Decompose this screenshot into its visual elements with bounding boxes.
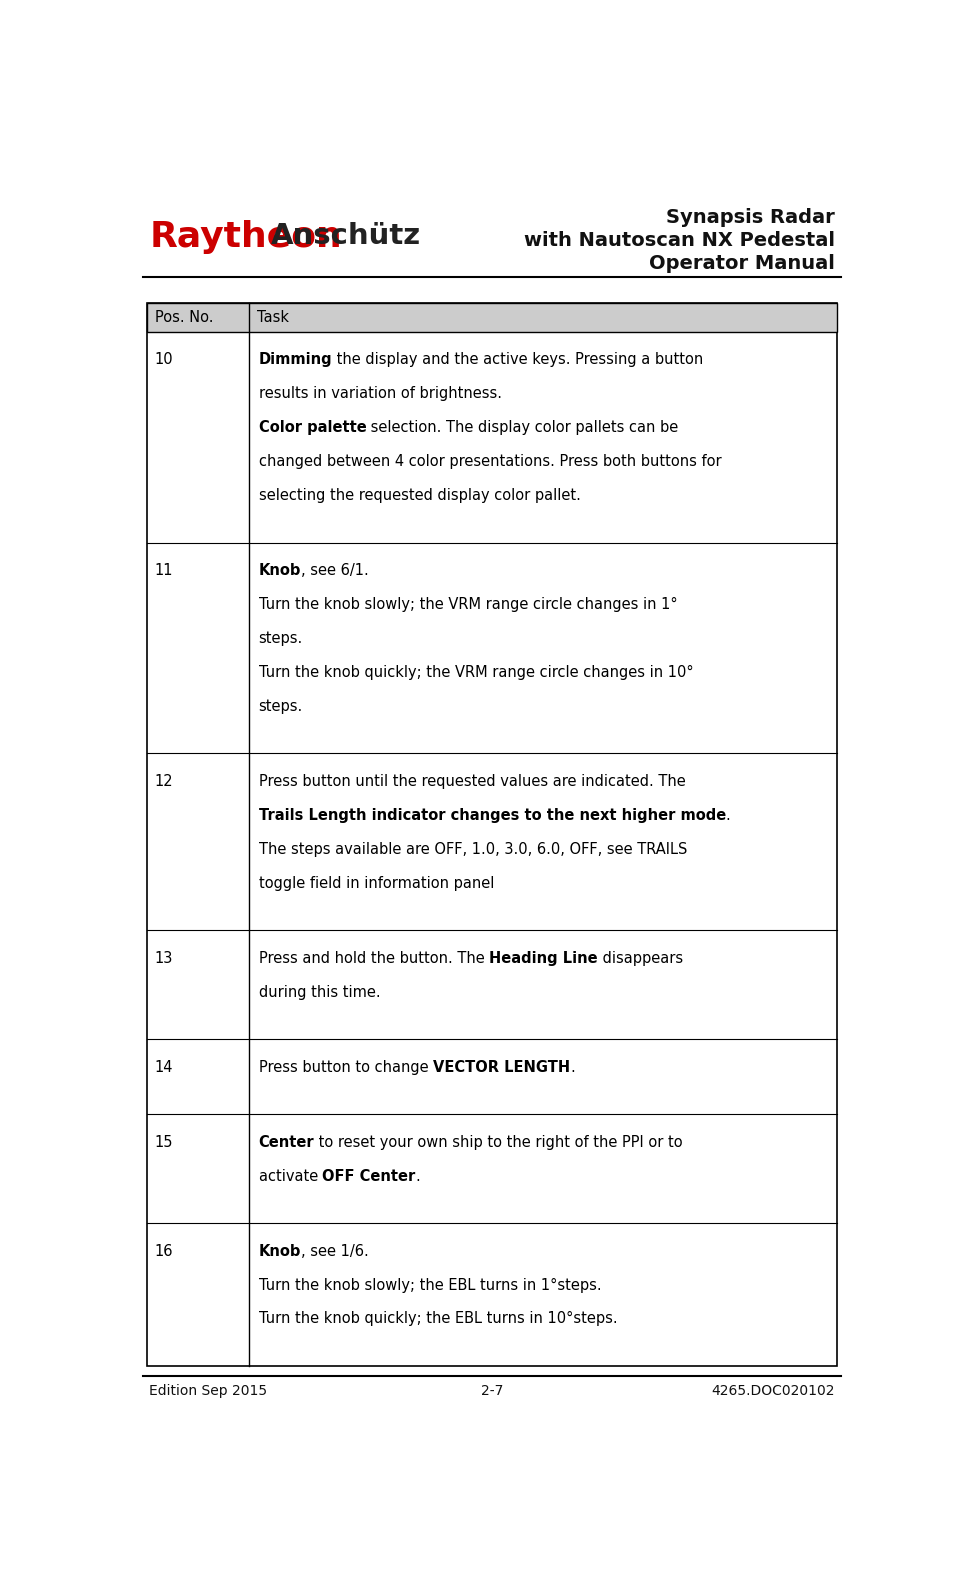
Text: Press button until the requested values are indicated. The: Press button until the requested values …: [258, 773, 685, 789]
Text: OFF Center: OFF Center: [323, 1169, 416, 1184]
Text: Color palette: Color palette: [258, 420, 367, 436]
Text: .: .: [416, 1169, 420, 1184]
Text: the display and the active keys. Pressing a button: the display and the active keys. Pressin…: [332, 352, 704, 368]
Text: Turn the knob quickly; the VRM range circle changes in 10°: Turn the knob quickly; the VRM range cir…: [258, 665, 693, 679]
Text: Trails Length indicator changes to the next higher mode: Trails Length indicator changes to the n…: [258, 808, 726, 823]
Text: Dimming: Dimming: [258, 352, 332, 368]
Bar: [147, 302, 837, 333]
Text: 12: 12: [155, 773, 174, 789]
Text: , see 1/6.: , see 1/6.: [300, 1244, 369, 1258]
Text: selection. The display color pallets can be: selection. The display color pallets can…: [367, 420, 679, 436]
Text: toggle field in information panel: toggle field in information panel: [258, 875, 493, 891]
Text: Turn the knob slowly; the VRM range circle changes in 1°: Turn the knob slowly; the VRM range circ…: [258, 597, 677, 613]
Text: .: .: [570, 1060, 575, 1074]
Text: during this time.: during this time.: [258, 985, 380, 999]
Text: Knob: Knob: [258, 1244, 300, 1258]
Text: 16: 16: [155, 1244, 174, 1258]
Text: , see 6/1.: , see 6/1.: [300, 563, 369, 578]
Text: 10: 10: [155, 352, 174, 368]
Text: Center: Center: [258, 1134, 314, 1150]
Text: activate: activate: [258, 1169, 323, 1184]
Text: steps.: steps.: [258, 698, 302, 714]
Text: Turn the knob slowly; the EBL turns in 1°steps.: Turn the knob slowly; the EBL turns in 1…: [258, 1278, 601, 1292]
Text: 15: 15: [155, 1134, 174, 1150]
Text: Operator Manual: Operator Manual: [649, 255, 834, 274]
Text: Pos. No.: Pos. No.: [155, 310, 213, 325]
Text: Press button to change: Press button to change: [258, 1060, 433, 1074]
Text: Raytheon: Raytheon: [150, 220, 342, 255]
Text: Task: Task: [257, 310, 289, 325]
Text: .: .: [726, 808, 731, 823]
Text: to reset your own ship to the right of the PPI or to: to reset your own ship to the right of t…: [314, 1134, 683, 1150]
Text: Edition Sep 2015: Edition Sep 2015: [150, 1384, 268, 1397]
Text: steps.: steps.: [258, 632, 302, 646]
Text: Heading Line: Heading Line: [489, 951, 597, 966]
Text: The steps available are OFF, 1.0, 3.0, 6.0, OFF, see TRAILS: The steps available are OFF, 1.0, 3.0, 6…: [258, 842, 687, 858]
Text: 11: 11: [155, 563, 174, 578]
Text: Press and hold the button. The: Press and hold the button. The: [258, 951, 489, 966]
Text: 4265.DOC020102: 4265.DOC020102: [711, 1384, 834, 1397]
Text: with Nautoscan NX Pedestal: with Nautoscan NX Pedestal: [523, 231, 834, 250]
Text: disappears: disappears: [597, 951, 683, 966]
Text: changed between 4 color presentations. Press both buttons for: changed between 4 color presentations. P…: [258, 453, 721, 469]
Text: Anschütz: Anschütz: [271, 221, 421, 250]
Text: Knob: Knob: [258, 563, 300, 578]
Text: results in variation of brightness.: results in variation of brightness.: [258, 387, 501, 401]
Text: Turn the knob quickly; the EBL turns in 10°steps.: Turn the knob quickly; the EBL turns in …: [258, 1311, 617, 1327]
Text: Synapsis Radar: Synapsis Radar: [666, 208, 834, 228]
Text: 2-7: 2-7: [481, 1384, 503, 1397]
Text: 13: 13: [155, 951, 173, 966]
Text: VECTOR LENGTH: VECTOR LENGTH: [433, 1060, 570, 1074]
Bar: [147, 302, 837, 1367]
Text: 14: 14: [155, 1060, 174, 1074]
Text: selecting the requested display color pallet.: selecting the requested display color pa…: [258, 488, 581, 503]
